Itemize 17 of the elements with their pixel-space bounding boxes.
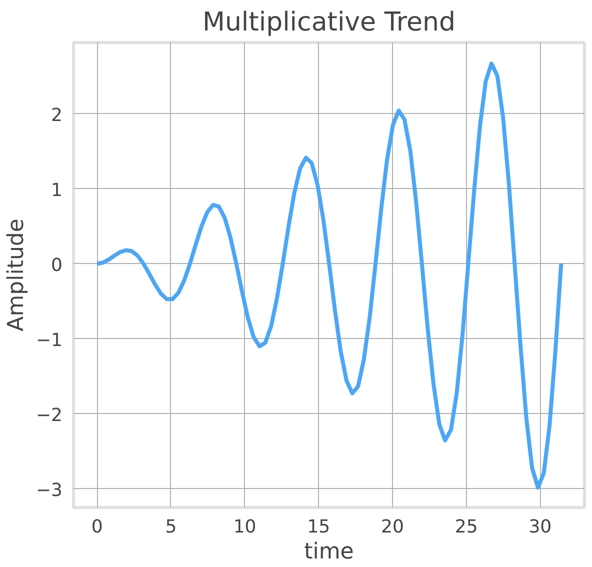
x-tick-label: 30 [528,516,552,538]
chart-title: Multiplicative Trend [202,8,456,38]
x-tick-label: 25 [454,516,478,538]
y-axis-title: Amplitude [4,218,29,332]
x-tick-label: 15 [307,516,330,538]
y-tick-label: 2 [51,104,62,126]
x-tick-label: 5 [165,516,177,538]
x-tick-label: 20 [381,516,404,538]
y-tick-label: 0 [51,254,62,276]
y-tick-label: 1 [51,180,62,201]
x-tick-label: 10 [233,516,256,538]
y-tick-label: −1 [36,330,63,351]
x-axis-title: time [304,540,354,564]
y-tick-label: −3 [36,480,63,501]
x-tick-label: 0 [91,516,103,538]
y-tick-label: −2 [36,404,63,426]
line-series [95,62,564,490]
